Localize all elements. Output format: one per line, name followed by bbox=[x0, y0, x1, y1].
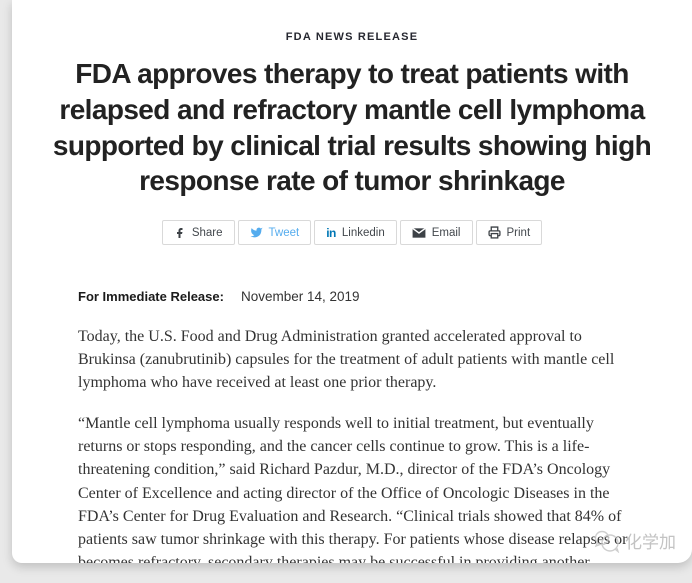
article-body: Today, the U.S. Food and Drug Administra… bbox=[78, 325, 634, 563]
print-icon bbox=[487, 226, 501, 239]
kicker: FDA NEWS RELEASE bbox=[285, 31, 419, 43]
share-print-label: Print bbox=[506, 226, 531, 239]
watermark-logo-icon bbox=[593, 529, 621, 553]
share-toolbar: Share Tweet in Linkedin Email bbox=[12, 220, 692, 246]
release-info: For Immediate Release: November 14, 2019 bbox=[78, 289, 692, 304]
share-print-button[interactable]: Print bbox=[475, 220, 543, 246]
paragraph: Today, the U.S. Food and Drug Administra… bbox=[78, 328, 615, 392]
watermark: 化学加 bbox=[593, 528, 676, 553]
facebook-icon bbox=[174, 227, 186, 239]
email-icon bbox=[411, 227, 426, 239]
share-tweet-button[interactable]: Tweet bbox=[237, 220, 312, 246]
share-email-label: Email bbox=[431, 226, 461, 239]
share-linkedin-button[interactable]: in Linkedin bbox=[314, 220, 397, 246]
linkedin-icon: in bbox=[326, 225, 336, 240]
news-release-card: FDA NEWS RELEASE FDA approves therapy to… bbox=[12, 0, 692, 563]
share-linkedin-label: Linkedin bbox=[341, 226, 385, 239]
release-date: November 14, 2019 bbox=[240, 289, 360, 305]
paragraph: “Mantle cell lymphoma usually responds w… bbox=[78, 415, 628, 563]
share-email-button[interactable]: Email bbox=[399, 220, 473, 246]
share-facebook-label: Share bbox=[191, 226, 223, 239]
page-title: FDA approves therapy to treat patients w… bbox=[52, 58, 652, 197]
watermark-text: 化学加 bbox=[625, 533, 676, 552]
twitter-icon bbox=[250, 226, 263, 239]
share-tweet-label: Tweet bbox=[268, 226, 300, 239]
share-facebook-button[interactable]: Share bbox=[161, 220, 235, 246]
release-label: For Immediate Release: bbox=[78, 289, 224, 305]
